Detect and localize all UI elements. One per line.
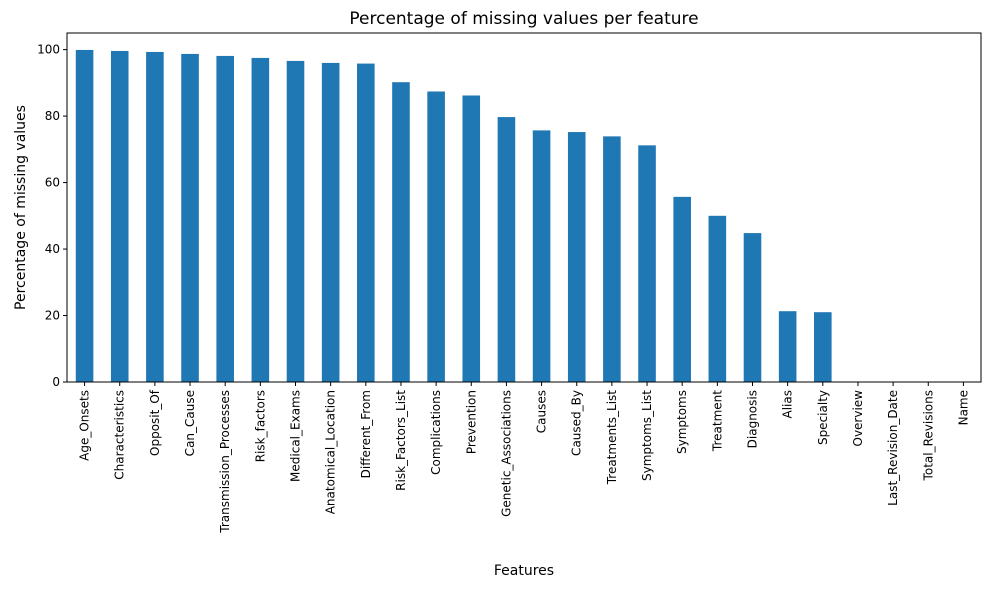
x-tick-label: Age_Onsets [78,390,92,461]
plot-frame [66,32,982,383]
bar-prevention [462,95,481,383]
x-tick-label: Risk_factors [253,390,267,462]
x-tick-label: Total_Revisions [921,390,935,481]
bar-characteristics [110,50,129,382]
bars-group [75,49,832,383]
y-tick-label: 60 [45,176,60,190]
bar-specialty [814,312,832,382]
bar-alias [778,311,797,382]
x-tick-label: Treatments_List [605,390,619,486]
y-tick-label: 80 [45,109,60,123]
bar-complications [427,91,445,382]
bar-causes [532,130,551,382]
y-tick-label: 40 [45,242,60,256]
chart-title: Percentage of missing values per feature [349,9,698,29]
x-tick-label: Risk_Factors_List [394,390,408,491]
bar-anatomical-location [321,62,340,383]
bar-symptoms [673,196,691,382]
x-tick-label: Can_Cause [183,390,197,456]
x-tick-label: Complications [429,390,443,475]
x-tick-label: Treatment [710,390,724,452]
bar-symptoms-list [638,145,656,382]
x-tick-label: Last_Revision_Date [886,390,900,506]
x-tick-label: Specialty [816,390,830,445]
bar-treatments-list [603,136,621,382]
x-tick-label: Prevention [464,390,478,454]
x-ticks-group: Age_Onsets Characteristics Opposit_Of Can_C… [78,382,970,534]
x-axis-label: Features [494,563,554,579]
bar-opposit-of [146,51,164,383]
bar-treatment [708,215,727,382]
bar-age-onsets [75,49,94,383]
x-tick-label: Name [956,390,970,425]
x-tick-label: Symptoms_List [640,390,654,481]
y-tick-label: 20 [45,309,60,323]
x-tick-label: Transmission_Processes [218,390,232,534]
x-tick-label: Characteristics [113,390,127,480]
bar-risk-factors-list [392,82,410,382]
y-ticks-group: 0 20 40 60 80 100 [37,43,67,389]
x-tick-label: Medical_Exams [289,390,303,482]
x-tick-label: Causes [535,390,549,433]
y-tick-label: 100 [37,43,60,57]
bar-different-from [357,63,375,383]
x-tick-label: Symptoms [675,390,689,454]
x-tick-label: Opposit_Of [148,389,162,456]
y-axis-label: Percentage of missing values [13,105,29,310]
bar-transmission-processes [216,55,234,382]
bar-diagnosis [743,233,762,382]
bar-can-cause [181,53,199,382]
bar-genetic-associations [497,117,516,383]
bar-medical-exams [286,60,305,383]
y-tick-label: 0 [52,375,60,389]
x-tick-label: Alias [781,390,795,418]
x-tick-label: Anatomical_Location [324,390,338,514]
bar-risk-factors [251,57,270,383]
bar-caused-by [567,132,586,382]
x-tick-label: Diagnosis [746,390,760,448]
x-tick-label: Caused_By [570,390,584,456]
x-tick-label: Genetic_Associations [499,390,513,517]
x-tick-label: Overview [851,390,865,447]
x-tick-label: Different_From [359,390,373,478]
